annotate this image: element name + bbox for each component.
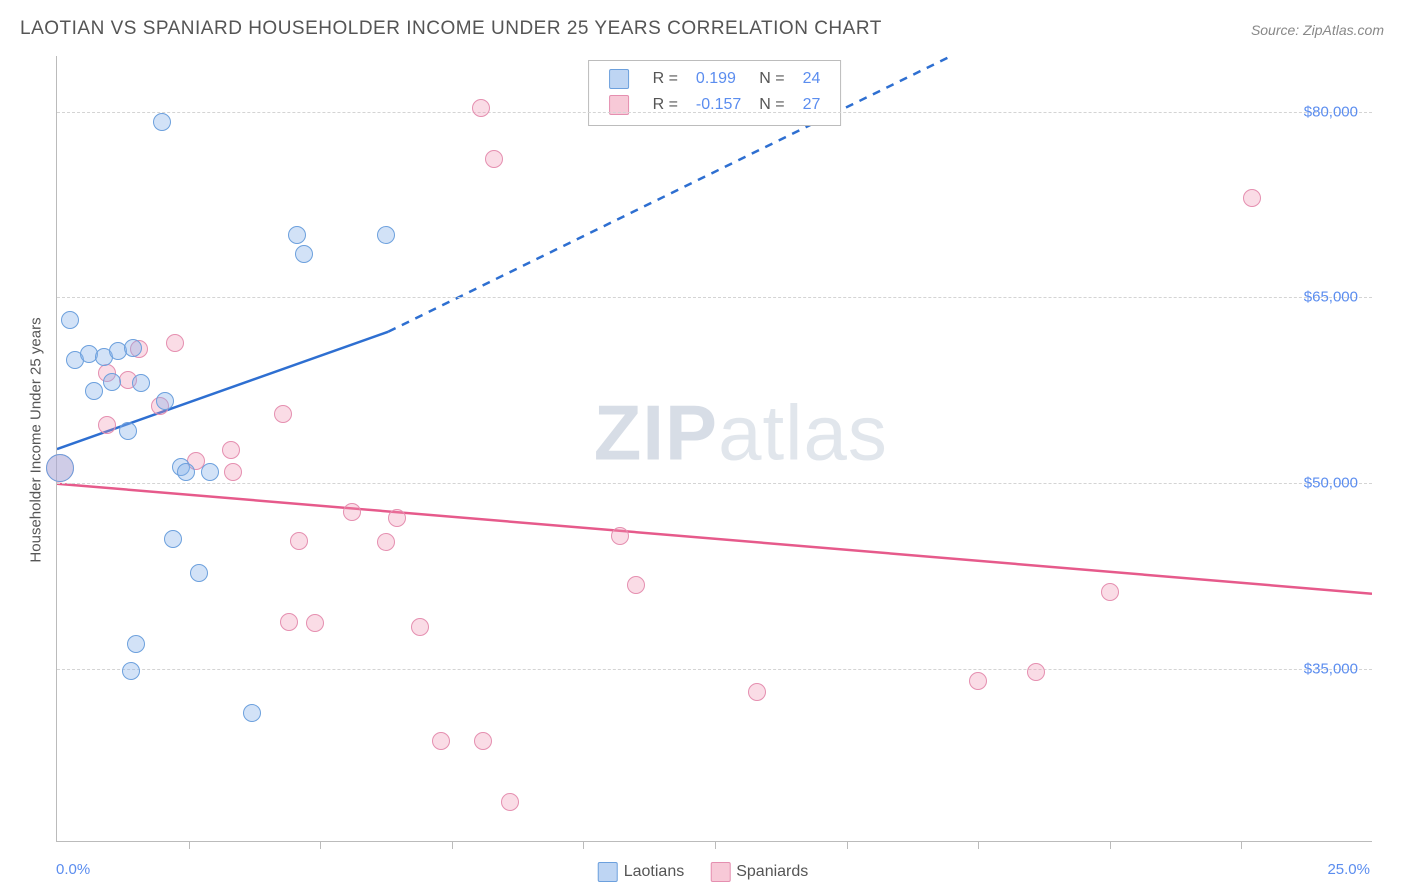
scatter-point-laotians: [61, 311, 79, 329]
x-tick: [1110, 841, 1111, 849]
scatter-point-spaniards: [474, 732, 492, 750]
source-label: Source: ZipAtlas.com: [1251, 22, 1384, 38]
scatter-point-spaniards: [274, 405, 292, 423]
legend-r-label: R =: [645, 67, 686, 91]
scatter-point-laotians: [288, 226, 306, 244]
scatter-point-spaniards: [388, 509, 406, 527]
scatter-point-spaniards: [98, 416, 116, 434]
y-tick-label: $80,000: [1304, 103, 1358, 120]
legend-n-value: 24: [795, 67, 829, 91]
scatter-point-laotians: [295, 245, 313, 263]
scatter-point-spaniards: [166, 334, 184, 352]
chart-title: LAOTIAN VS SPANIARD HOUSEHOLDER INCOME U…: [20, 18, 882, 40]
scatter-point-spaniards: [290, 532, 308, 550]
y-tick-label: $50,000: [1304, 475, 1358, 492]
scatter-point-spaniards: [627, 576, 645, 594]
scatter-point-spaniards: [485, 150, 503, 168]
scatter-point-laotians: [377, 226, 395, 244]
legend-swatch: [609, 69, 629, 89]
x-tick: [583, 841, 584, 849]
legend-swatch: [598, 862, 618, 882]
plot-area: ZIPatlas R =0.199N =24R =-0.157N =27 $35…: [56, 56, 1372, 842]
scatter-point-laotians: [119, 422, 137, 440]
gridline: [57, 297, 1372, 298]
scatter-point-laotians: [122, 662, 140, 680]
legend-item: Spaniards: [710, 862, 808, 882]
legend-row: R =0.199N =24: [601, 67, 829, 91]
x-tick: [978, 841, 979, 849]
scatter-point-spaniards: [280, 613, 298, 631]
gridline: [57, 112, 1372, 113]
x-tick: [1241, 841, 1242, 849]
scatter-point-laotians: [164, 530, 182, 548]
scatter-point-spaniards: [432, 732, 450, 750]
legend-series-label: Spaniards: [736, 863, 808, 880]
legend-swatch: [710, 862, 730, 882]
y-tick-label: $35,000: [1304, 660, 1358, 677]
scatter-point-laotians: [201, 463, 219, 481]
legend-r-value: -0.157: [688, 93, 749, 117]
scatter-point-laotians: [124, 339, 142, 357]
legend-n-label: N =: [751, 67, 792, 91]
scatter-point-spaniards: [377, 533, 395, 551]
watermark: ZIPatlas: [594, 387, 888, 478]
scatter-point-laotians: [153, 113, 171, 131]
y-tick-label: $65,000: [1304, 289, 1358, 306]
x-tick: [320, 841, 321, 849]
scatter-point-spaniards: [222, 441, 240, 459]
legend-r-label: R =: [645, 93, 686, 117]
scatter-point-spaniards: [969, 672, 987, 690]
scatter-point-spaniards: [1027, 663, 1045, 681]
scatter-point-spaniards: [501, 793, 519, 811]
correlation-legend: R =0.199N =24R =-0.157N =27: [588, 60, 842, 126]
legend-n-label: N =: [751, 93, 792, 117]
legend-item: Laotians: [598, 862, 685, 882]
gridline: [57, 483, 1372, 484]
scatter-point-spaniards: [1243, 189, 1261, 207]
scatter-point-spaniards: [224, 463, 242, 481]
scatter-point-spaniards: [748, 683, 766, 701]
scatter-point-spaniards: [611, 527, 629, 545]
scatter-point-laotians: [156, 392, 174, 410]
scatter-point-laotians: [132, 374, 150, 392]
y-axis-label: Householder Income Under 25 years: [28, 317, 45, 562]
x-axis-min-label: 0.0%: [56, 861, 90, 878]
legend-series-label: Laotians: [624, 863, 685, 880]
scatter-point-laotians: [46, 454, 74, 482]
scatter-point-spaniards: [343, 503, 361, 521]
gridline: [57, 669, 1372, 670]
trend-lines-svg: [57, 56, 1372, 841]
scatter-point-laotians: [177, 463, 195, 481]
scatter-point-spaniards: [306, 614, 324, 632]
scatter-point-laotians: [190, 564, 208, 582]
legend-r-value: 0.199: [688, 67, 749, 91]
x-tick: [715, 841, 716, 849]
scatter-point-laotians: [103, 373, 121, 391]
scatter-point-spaniards: [411, 618, 429, 636]
series-legend: Laotians Spaniards: [598, 862, 809, 882]
x-tick: [452, 841, 453, 849]
x-axis-max-label: 25.0%: [1327, 861, 1370, 878]
legend-row: R =-0.157N =27: [601, 93, 829, 117]
scatter-point-spaniards: [1101, 583, 1119, 601]
x-tick: [189, 841, 190, 849]
scatter-point-laotians: [85, 382, 103, 400]
x-tick: [847, 841, 848, 849]
legend-n-value: 27: [795, 93, 829, 117]
scatter-point-laotians: [127, 635, 145, 653]
scatter-point-laotians: [243, 704, 261, 722]
scatter-point-spaniards: [472, 99, 490, 117]
